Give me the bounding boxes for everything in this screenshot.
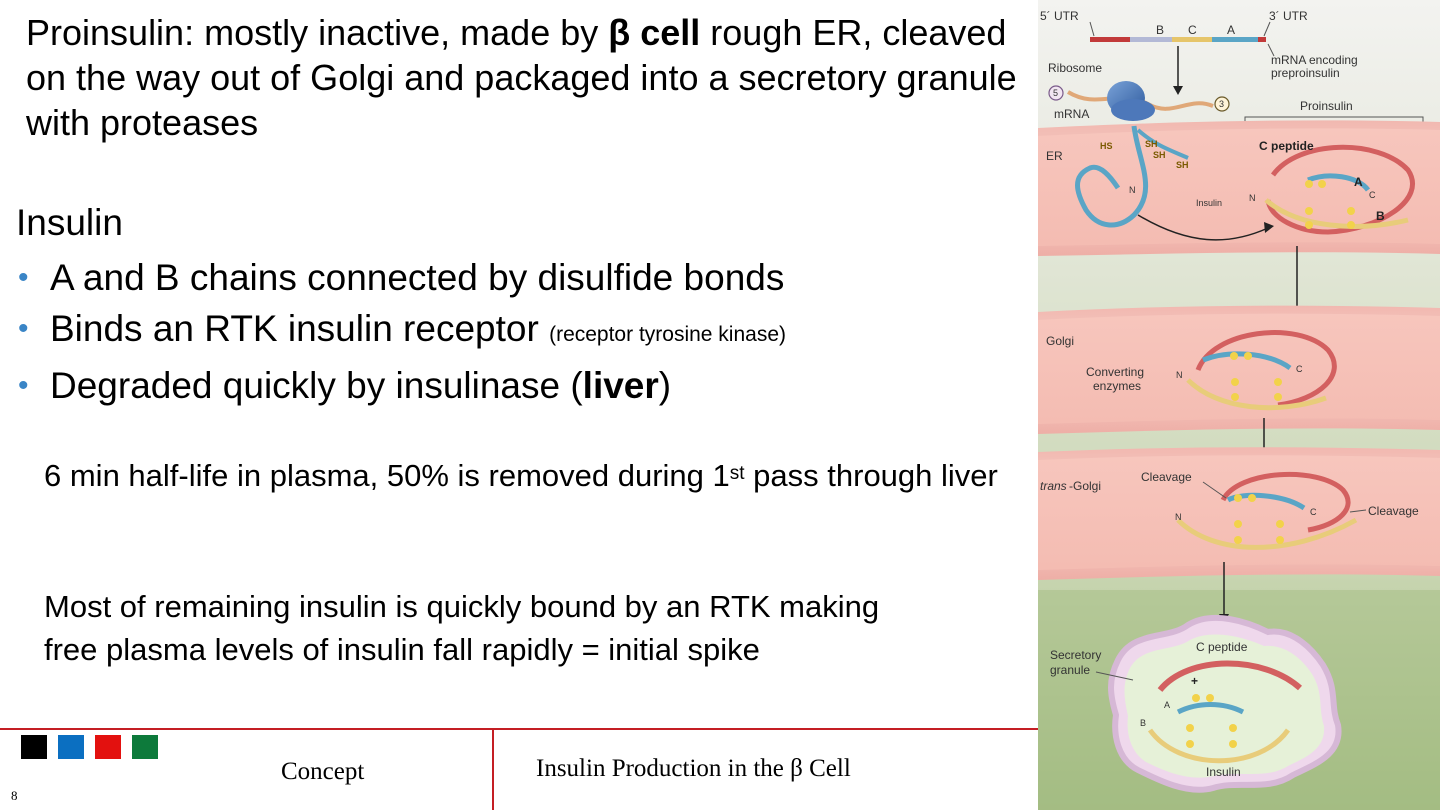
insulin-bullet-list: • A and B chains connected by disulfide b…: [18, 252, 786, 411]
para1-text-2: pass through liver: [744, 458, 998, 493]
bullet-dot: •: [18, 261, 29, 294]
bullet-text: Binds an RTK insulin receptor: [50, 308, 550, 349]
footer-square-red: [95, 735, 121, 759]
granule-b-label: B: [1140, 718, 1146, 728]
trans-n-label: N: [1175, 512, 1182, 522]
five-prime-cap: [1048, 85, 1064, 101]
er-n2-label: N: [1249, 193, 1256, 203]
c-peptide-top-label: C peptide: [1259, 139, 1314, 153]
b-chain: [1264, 198, 1409, 229]
converting-label-2: enzymes: [1093, 379, 1141, 393]
c-peptide-loop: [1265, 144, 1415, 235]
insulin-er-label: Insulin: [1196, 198, 1222, 208]
hs-group: HS: [1100, 141, 1113, 151]
half-life-paragraph: 6 min half-life in plasma, 50% is remove…: [44, 454, 1004, 497]
er-label: ER: [1046, 149, 1063, 163]
bullet-text: Degraded quickly by insulinase (: [50, 365, 583, 406]
five-prime-text: 5: [1053, 88, 1058, 98]
c-peptide-bottom-label: C peptide: [1196, 640, 1248, 654]
insulin-title: Insulin: [16, 202, 123, 243]
secretory-label-1: Secretory: [1050, 648, 1101, 662]
para1-superscript: st: [729, 463, 745, 484]
sh-group-1: SH: [1145, 139, 1158, 149]
remaining-insulin-paragraph: Most of remaining insulin is quickly bou…: [44, 589, 880, 667]
mrna-encoding-label-2: preproinsulin: [1271, 66, 1340, 80]
er-n-label: N: [1129, 185, 1136, 195]
bullet-bold-liver: liver: [582, 365, 659, 406]
footer-concept: Concept: [281, 758, 365, 785]
mrna-label: mRNA: [1054, 107, 1089, 121]
proinsulin-bracket: Proinsulin: [1244, 99, 1424, 122]
insulin-bottom-label: Insulin: [1206, 765, 1241, 779]
trans-label: trans: [1040, 479, 1067, 493]
er-compartment: ER HS SH SH SH N C peptide Insulin A B: [1038, 120, 1440, 256]
sh-group-3: SH: [1176, 160, 1189, 170]
secretory-granule: Secretory granule C peptide + A B Insuli…: [1050, 615, 1342, 793]
plus-sign: +: [1191, 674, 1198, 688]
golgi-n-label: N: [1176, 370, 1183, 380]
chain-a-label: A: [1354, 175, 1363, 189]
golgi-compartment: Golgi Converting enzymes N C: [1038, 305, 1440, 434]
footer-square-green: [132, 735, 158, 759]
para1-text-1: 6 min half-life in plasma, 50% is remove…: [44, 458, 730, 493]
granule-a-label: A: [1164, 700, 1170, 710]
heading-text-2: rough ER, cleaved on the way out of Golg…: [26, 12, 1017, 143]
bullet-item: • Binds an RTK insulin receptor (receptor…: [18, 303, 786, 360]
cleavage-label-left: Cleavage: [1141, 470, 1192, 484]
mrna-diagram: 5´ UTR B C A 3´ UTR mRNA encoding prepro…: [1040, 9, 1358, 95]
golgi-label: Golgi: [1046, 334, 1074, 348]
utr3-label: 3´ UTR: [1269, 9, 1308, 23]
bullet-dot: •: [18, 369, 29, 402]
footer-square-blue: [58, 735, 84, 759]
bullet-small-note: (receptor tyrosine kinase): [549, 323, 787, 346]
figure-svg: 5´ UTR B C A 3´ UTR mRNA encoding prepro…: [1038, 0, 1440, 810]
proinsulin-label: Proinsulin: [1300, 99, 1353, 113]
bullet-item: • A and B chains connected by disulfide b…: [18, 252, 786, 303]
ribosome-label: Ribosome: [1048, 61, 1102, 75]
utr5-label: 5´ UTR: [1040, 9, 1079, 23]
page-number: 8: [11, 788, 18, 803]
trans-golgi-compartment: trans -Golgi Cleavage Cleavage N C: [1038, 447, 1440, 580]
chain-b-label: B: [1376, 209, 1385, 223]
converting-label-1: Converting: [1086, 365, 1144, 379]
heading-bold-beta-cell: β cell: [608, 12, 701, 53]
footer-divider-vertical: [492, 730, 494, 810]
secretory-label-2: granule: [1050, 663, 1090, 677]
mrna-encoding-label-1: mRNA encoding: [1271, 53, 1358, 67]
segment-b-label: B: [1156, 23, 1164, 37]
footer-square-black: [21, 735, 47, 759]
segment-c-label: C: [1188, 23, 1197, 37]
ribosome-group: 5 3 Ribosome mRNA: [1048, 61, 1230, 121]
er-c-label: C: [1369, 190, 1376, 200]
bullet-dot: •: [18, 312, 29, 345]
segment-a-label: A: [1227, 23, 1235, 37]
sh-group-2: SH: [1153, 150, 1166, 160]
footer-divider-horizontal: [0, 728, 1040, 730]
insulin-production-figure: 5´ UTR B C A 3´ UTR mRNA encoding prepro…: [1038, 0, 1440, 810]
golgi-c-label: C: [1296, 364, 1303, 374]
a-chain: [1307, 173, 1371, 192]
heading-text-1: Proinsulin: mostly inactive, made by: [26, 12, 609, 53]
ribosome-small: [1111, 99, 1155, 121]
trans-c-label: C: [1310, 507, 1317, 517]
footer-slide-title: Insulin Production in the β Cell: [536, 755, 851, 782]
trans-golgi-label: -Golgi: [1069, 479, 1101, 493]
bullet-text: A and B chains connected by disulfide bo…: [50, 257, 785, 298]
three-prime-end: [1214, 96, 1230, 112]
bullet-item: • Degraded quickly by insulinase (liver): [18, 360, 786, 411]
bullet-text-end: ): [658, 365, 672, 406]
three-prime-text: 3: [1219, 99, 1224, 109]
cleavage-label-right: Cleavage: [1368, 504, 1419, 518]
slide-heading: Proinsulin: mostly inactive, made by β c…: [26, 10, 1026, 145]
